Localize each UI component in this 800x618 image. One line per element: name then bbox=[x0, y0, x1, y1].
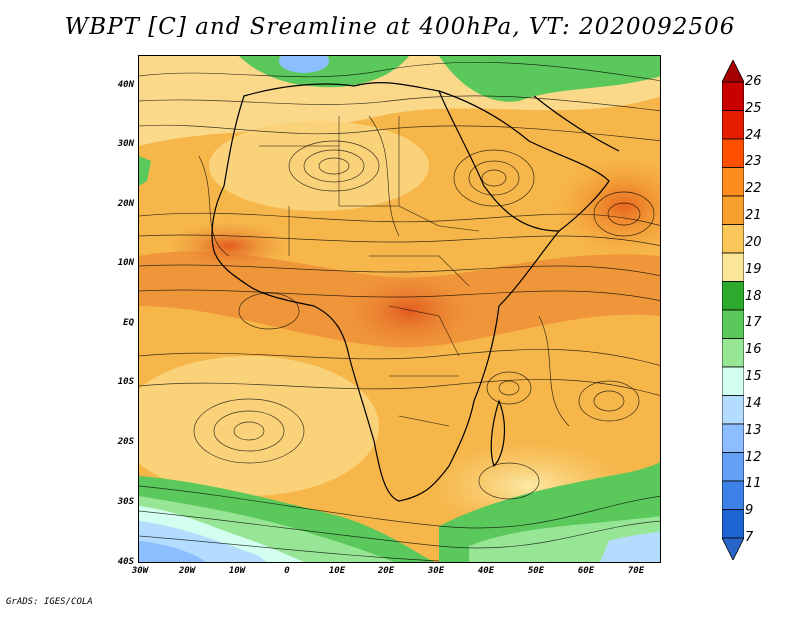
colorbar-tick-label: 26 bbox=[745, 74, 762, 89]
lon-label-20w: 20W bbox=[178, 566, 196, 576]
colorbar-swatch bbox=[722, 338, 744, 368]
colorbar-swatch bbox=[722, 423, 744, 453]
colorbar-swatch bbox=[722, 480, 744, 510]
lon-label-60e: 60E bbox=[577, 566, 595, 576]
map-canvas bbox=[139, 56, 660, 562]
colorbar bbox=[722, 60, 744, 560]
chart-title: WBPT [C] and Sreamline at 400hPa, VT: 20… bbox=[64, 14, 736, 40]
colorbar-tick-label: 14 bbox=[745, 395, 762, 411]
lat-label-20s: 20S bbox=[117, 437, 134, 447]
colorbar-tick-label: 17 bbox=[745, 315, 762, 331]
colorbar-bottom-arrow bbox=[722, 537, 744, 560]
field-w-hot bbox=[169, 221, 289, 271]
colorbar-tick-label: 21 bbox=[745, 208, 762, 224]
colorbar-swatch bbox=[722, 224, 744, 254]
colorbar-tick-label: 25 bbox=[745, 100, 762, 116]
colorbar-top-arrow bbox=[722, 60, 744, 83]
coastlines bbox=[211, 82, 620, 502]
lat-label-10s: 10S bbox=[117, 377, 134, 387]
lat-label-40s: 40S bbox=[117, 557, 134, 567]
colorbar-swatch bbox=[722, 167, 744, 197]
colorbar-tick-label: 24 bbox=[745, 127, 762, 143]
colorbar-tick-label: 9 bbox=[745, 503, 754, 519]
colorbar-tick-label: 13 bbox=[745, 422, 762, 438]
colorbar-tick-label: 22 bbox=[745, 181, 762, 197]
lon-label-0: 0 bbox=[284, 566, 290, 576]
colorbar-swatch bbox=[722, 281, 744, 311]
lon-label-10w: 10W bbox=[228, 566, 246, 576]
colorbar-tick-label: 19 bbox=[745, 261, 762, 277]
lon-label-30e: 30E bbox=[427, 566, 445, 576]
lat-label-30n: 30N bbox=[117, 139, 134, 149]
field-north-blue bbox=[279, 56, 329, 73]
lat-label-10n: 10N bbox=[117, 258, 134, 268]
colorbar-swatch bbox=[722, 509, 744, 539]
colorbar-swatch bbox=[722, 395, 744, 425]
colorbar-swatch bbox=[722, 81, 744, 111]
colorbar-swatch bbox=[722, 252, 744, 282]
colorbar-swatch bbox=[722, 309, 744, 339]
lat-label-30s: 30S bbox=[117, 497, 134, 507]
colorbar-tick-label: 15 bbox=[745, 369, 762, 385]
streamlines bbox=[139, 61, 660, 562]
colorbar-tick-label: 12 bbox=[745, 449, 762, 465]
field-w-green bbox=[139, 156, 151, 186]
colorbar-tick-label: 18 bbox=[745, 288, 762, 304]
borders bbox=[259, 116, 480, 427]
colorbar-tick-label: 20 bbox=[745, 234, 762, 250]
lat-label-20n: 20N bbox=[117, 199, 134, 209]
colorbar-tick-label: 16 bbox=[745, 342, 762, 358]
map-panel bbox=[138, 55, 661, 563]
colorbar-tick-label: 7 bbox=[745, 530, 754, 545]
lon-label-70e: 70E bbox=[627, 566, 645, 576]
field-se-blue bbox=[599, 531, 660, 562]
colorbar-swatch bbox=[722, 138, 744, 168]
colorbar-tick-label: 11 bbox=[745, 476, 762, 492]
field-sw-warm bbox=[139, 356, 379, 496]
lon-label-10e: 10E bbox=[328, 566, 346, 576]
colorbar-swatch bbox=[722, 366, 744, 396]
lon-label-50e: 50E bbox=[527, 566, 545, 576]
field-central-hot bbox=[334, 266, 484, 356]
colorbar-swatch bbox=[722, 452, 744, 482]
field-s-blue2 bbox=[139, 541, 207, 562]
field-ne-hot bbox=[554, 156, 660, 256]
lon-label-20e: 20E bbox=[377, 566, 395, 576]
lat-label-40n: 40N bbox=[117, 80, 134, 90]
colorbar-swatch bbox=[722, 110, 744, 140]
lon-label-30w: 30W bbox=[131, 566, 149, 576]
colorbar-swatch bbox=[722, 195, 744, 225]
colorbar-tick-label: 23 bbox=[745, 154, 762, 170]
vortices bbox=[193, 140, 655, 500]
lon-label-40e: 40E bbox=[477, 566, 495, 576]
field-ne-green bbox=[439, 56, 660, 102]
footer-credit: GrADS: IGES/COLA bbox=[6, 597, 93, 607]
lat-label-eq: EQ bbox=[123, 318, 134, 328]
